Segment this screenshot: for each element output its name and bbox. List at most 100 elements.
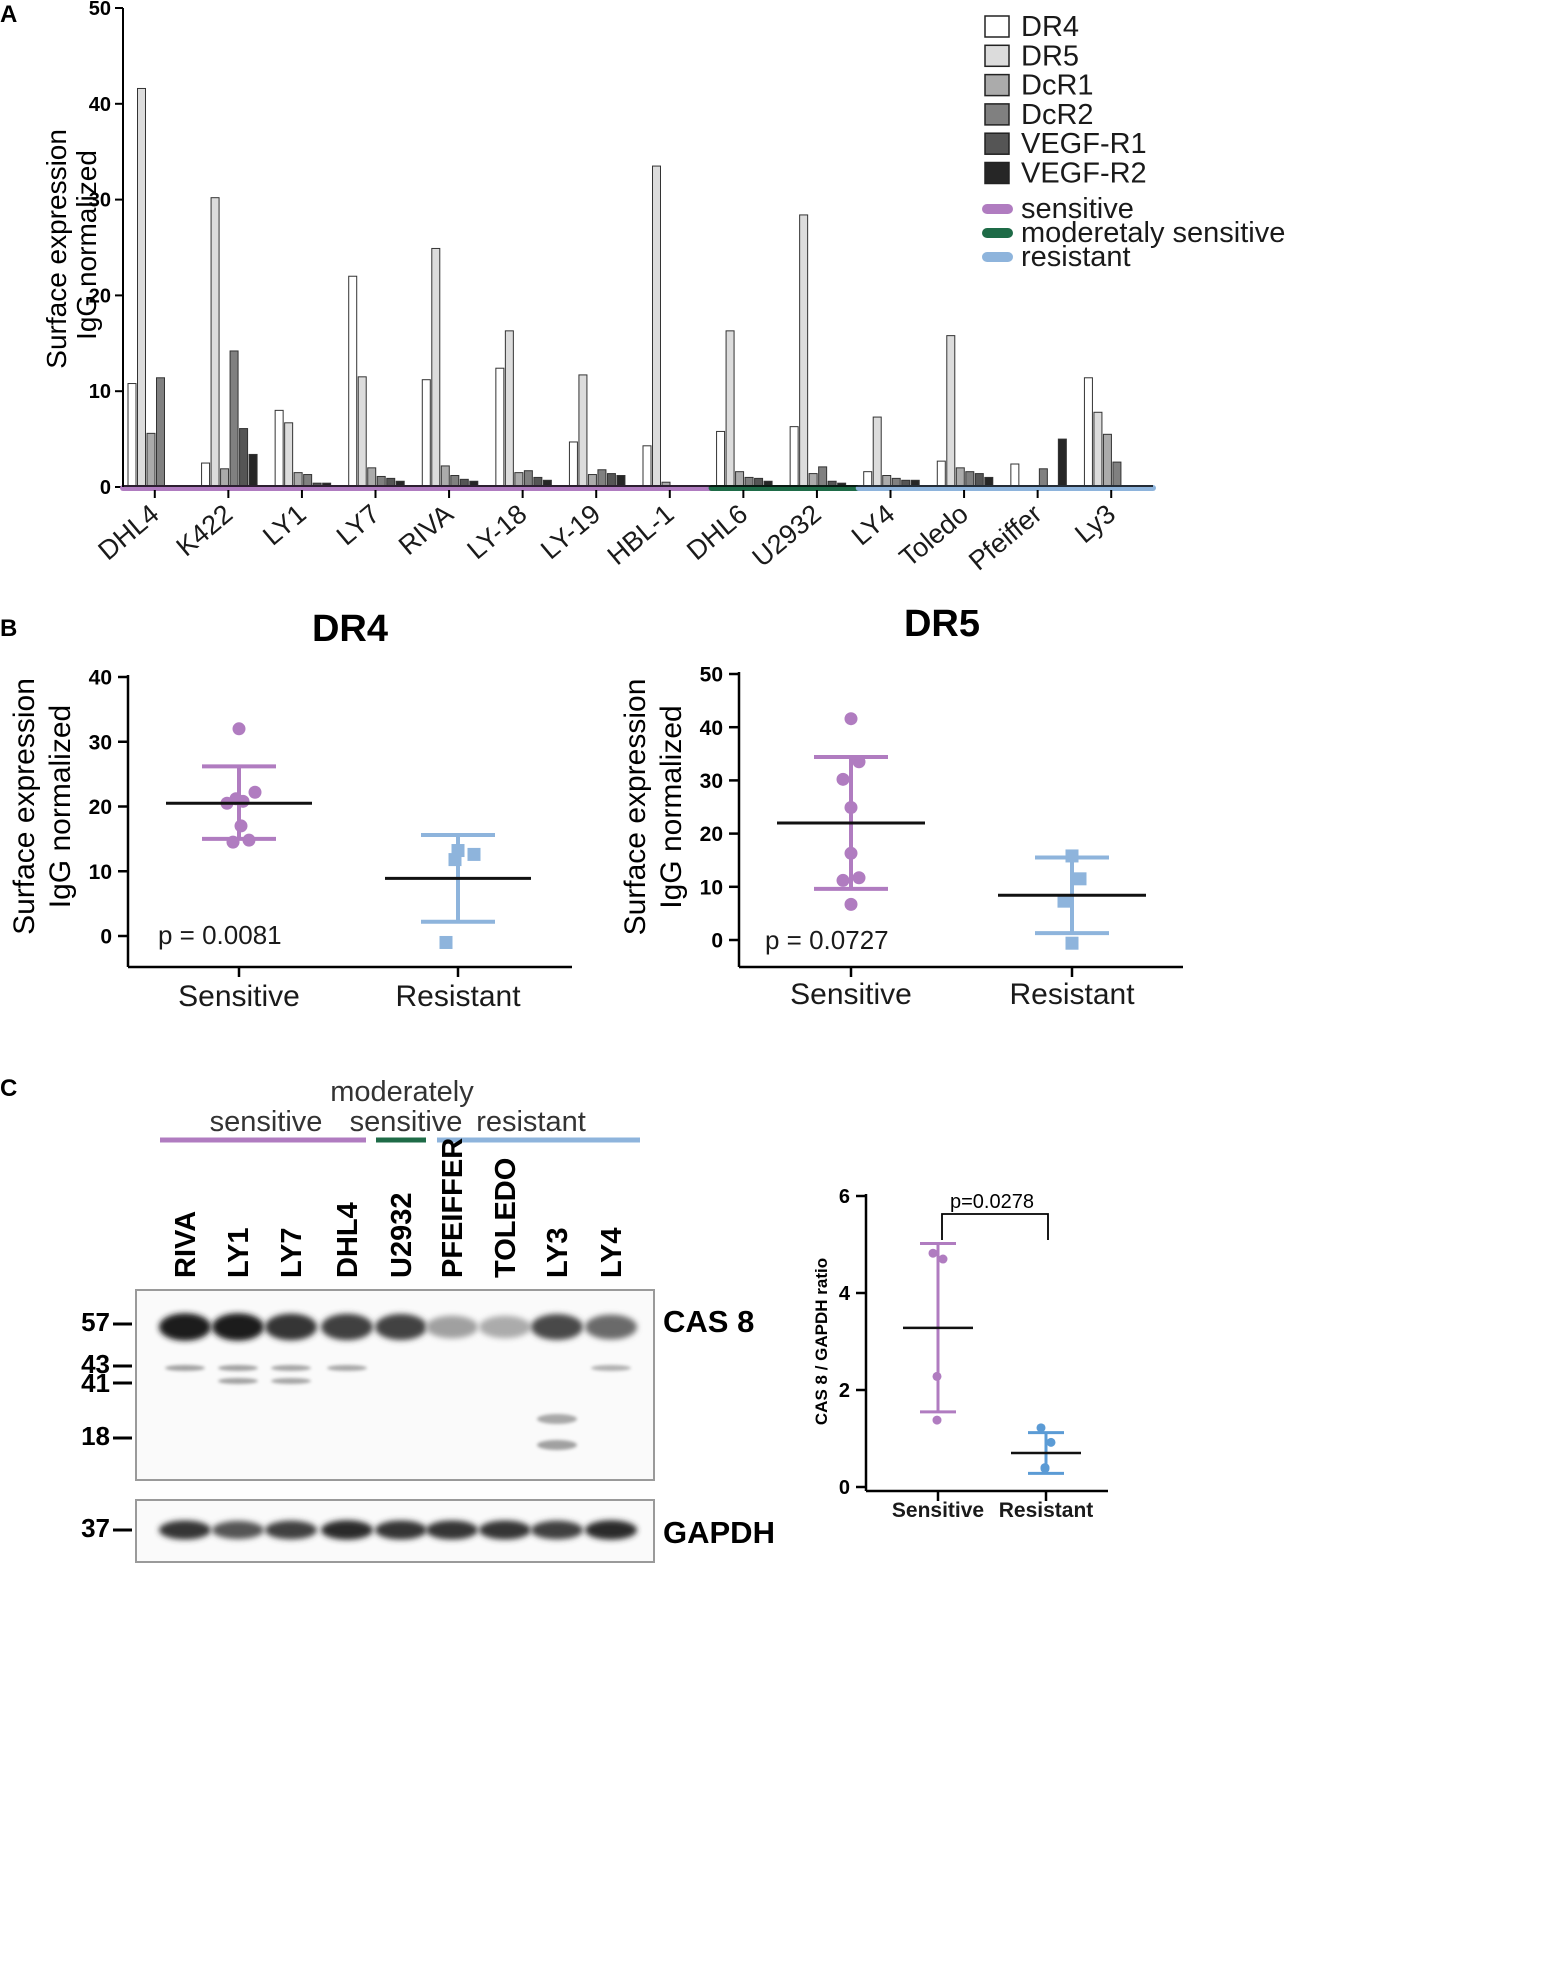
bar-chart-surface-expression: Surface expression IgG normalized 0 10 20 3… <box>41 0 1285 576</box>
bar-hbl-1-dr4 <box>642 445 652 488</box>
bar-dhl6-dcr1 <box>735 471 745 488</box>
y-tick-label: 2 <box>839 1380 850 1402</box>
y-axis-title-line: Surface expression <box>619 679 652 936</box>
blot-band-cas8-u2932 <box>375 1313 427 1341</box>
bar-ly3-dr4 <box>1083 377 1093 488</box>
data-point-sensitive <box>234 819 248 833</box>
bar-ly4-dr4 <box>863 471 873 488</box>
chart-title-dr4: DR4 <box>312 608 388 650</box>
y-tick-label: 0 <box>100 477 111 499</box>
bar-toledo-dcr1 <box>955 467 965 488</box>
bar-pfeiffer-dcr2 <box>1038 468 1048 488</box>
data-point-sensitive <box>932 1371 942 1381</box>
bar-ly1-dr4 <box>274 409 284 488</box>
legend-swatch-dcr2 <box>984 103 1010 126</box>
blot-protein-cas8: CAS 8 <box>663 1304 754 1339</box>
bar-ly-19-dcr2 <box>597 469 607 488</box>
blot-lane-label-ly1: LY1 <box>223 1227 255 1278</box>
y-tick-label: 40 <box>89 94 111 116</box>
bar-ly-18-dcr2 <box>523 470 533 488</box>
blot-band-cas8-pfeiffer <box>426 1315 478 1339</box>
data-point-sensitive <box>844 712 858 726</box>
data-point-resistant <box>467 847 481 861</box>
bar-k422-dcr2 <box>229 350 239 488</box>
legend-label-dcr2: DcR2 <box>1021 99 1094 131</box>
x-category-label-ly7: LY7 <box>331 499 386 552</box>
legend-label-moderetaly-sensitive: moderetaly sensitive <box>1021 217 1285 249</box>
p-value-dr4: p = 0.0081 <box>158 920 282 950</box>
y-tick-label: 0 <box>100 926 112 949</box>
bar-dhl4-dcr1 <box>146 432 156 488</box>
bar-ly3-dcr2 <box>1112 461 1122 488</box>
blot-lane-label-dhl4: DHL4 <box>332 1202 364 1278</box>
blot-band-cas8-p41-ly7 <box>271 1378 311 1384</box>
bar-riva-dr5 <box>431 247 441 488</box>
bar-k422-dr5 <box>210 197 220 488</box>
blot-band-cas8-p43-riva <box>165 1365 205 1371</box>
molecular-weight-markers: 57 43 41 18 37 <box>81 1307 132 1543</box>
bar-dhl4-dcr2 <box>156 377 165 488</box>
panel-label-b: B <box>0 615 17 642</box>
x-category-label-k422: K422 <box>171 499 239 563</box>
bar-ly-18-dr5 <box>504 330 514 488</box>
y-axis-title: Surface expression IgG normalized <box>8 678 77 935</box>
y-axis-title-line: CAS 8 / GAPDH ratio <box>812 1258 831 1425</box>
blot-band-cas8-p43-dhl4 <box>327 1365 367 1371</box>
bar-toledo-dr4 <box>936 460 946 488</box>
bar-ly1-dcr1 <box>293 472 303 488</box>
blot-band-cas8-p18a-ly3 <box>537 1414 577 1424</box>
x-category-label-ly-18: LY-18 <box>461 499 532 565</box>
y-tick-label: 10 <box>700 876 723 899</box>
dot-plot-dr5: DR5 Surface expression IgG normalized 0 10 20… <box>619 603 1183 1011</box>
x-category-label-ly-19: LY-19 <box>535 499 606 565</box>
legend-swatch-dcr1 <box>984 73 1010 97</box>
bar-pfeiffer-dr4 <box>1010 463 1020 488</box>
data-point-resistant <box>1065 936 1079 950</box>
y-tick-label: 20 <box>700 823 723 846</box>
data-point-sensitive <box>242 833 256 847</box>
blot-band-gapdh-toledo <box>479 1520 531 1540</box>
blot-band-gapdh-riva <box>159 1520 211 1540</box>
blot-group-header: sensitive moderately sensitive resistant <box>160 1076 640 1143</box>
y-tick-label: 40 <box>89 667 112 690</box>
blot-lane-label-riva: RIVA <box>170 1211 202 1278</box>
bar-hbl-1-dr5 <box>652 165 661 488</box>
bar-dhl4-dr4 <box>127 383 137 488</box>
blot-band-gapdh-ly3 <box>531 1520 583 1540</box>
x-category-label-hbl-1: HBL-1 <box>602 499 680 571</box>
blot-band-gapdh-pfeiffer <box>426 1520 478 1540</box>
p-value-dr5: p = 0.0727 <box>765 925 889 955</box>
data-point-sensitive <box>836 772 850 786</box>
bar-toledo-vegf-r1 <box>974 473 984 488</box>
bar-k422-vegf-r2 <box>248 453 258 488</box>
bar-ly-19-vegf-r1 <box>606 473 616 488</box>
mw-57: 57 <box>81 1307 110 1337</box>
bar-toledo-dr5 <box>946 335 956 488</box>
blot-band-gapdh-ly7 <box>265 1520 317 1540</box>
data-point-sensitive <box>844 897 858 911</box>
data-point-sensitive <box>852 871 866 885</box>
legend-label-dcr1: DcR1 <box>1021 70 1094 102</box>
blot-band-cas8-ly4 <box>585 1314 637 1340</box>
data-point-sensitive <box>844 846 858 860</box>
x-category-label-ly1: LY1 <box>257 499 312 552</box>
bar-ly3-dcr1 <box>1102 433 1112 488</box>
data-point-sensitive <box>836 873 850 887</box>
bar-k422-vegf-r1 <box>239 428 249 488</box>
x-category-label-ly3: Ly3 <box>1069 499 1121 549</box>
y-tick-label: 20 <box>89 285 111 307</box>
bar-dhl6-dr4 <box>716 430 726 488</box>
legend-label-resistant: resistant <box>1021 241 1131 273</box>
x-category-label-resistant: Resistant <box>999 1499 1094 1522</box>
y-tick-label: 30 <box>700 770 723 793</box>
blot-lane-labels: RIVA LY1 LY7 DHL4 U2932 PFEIFFER TOLEDO LY3 LY4 <box>170 1138 628 1278</box>
blot-band-gapdh-ly1 <box>212 1520 264 1540</box>
x-category-label-sensitive: Sensitive <box>790 978 912 1011</box>
blot-lane-label-pfeiffer: PFEIFFER <box>437 1138 469 1278</box>
blot-lane-label-ly4: LY4 <box>596 1227 628 1278</box>
y-axis-title-line: IgG normalized <box>44 705 77 908</box>
blot-band-cas8-toledo <box>479 1315 531 1339</box>
data-point-sensitive <box>236 794 250 808</box>
data-point-resistant <box>1073 872 1087 886</box>
blot-band-cas8-p43-ly4 <box>591 1365 631 1371</box>
